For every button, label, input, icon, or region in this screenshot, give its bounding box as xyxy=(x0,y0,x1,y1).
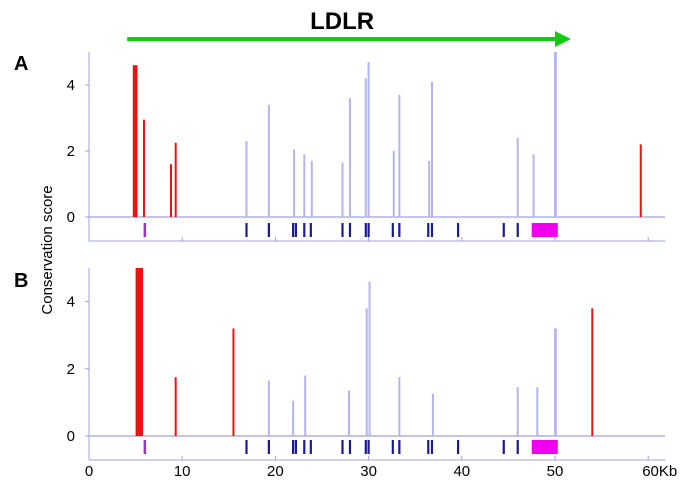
x-tick-label: 40 xyxy=(453,463,470,480)
highlight-bar xyxy=(591,308,594,436)
y-axis-label: Conservation score xyxy=(39,185,56,314)
x-tick-label: 30 xyxy=(360,463,377,480)
exon-mark xyxy=(427,223,430,237)
x-tick-label: 60Kb xyxy=(642,463,677,480)
conserved-bar xyxy=(536,387,539,436)
exon-mark xyxy=(391,440,394,454)
highlight-bar xyxy=(174,377,177,436)
exon-mark xyxy=(456,440,460,454)
highlight-bar xyxy=(142,119,145,217)
exon-mark xyxy=(341,440,344,454)
exon-mark xyxy=(516,223,519,237)
conserved-bar xyxy=(267,380,270,436)
exon-mark xyxy=(430,223,434,237)
conserved-bar xyxy=(554,52,557,217)
exon-mark xyxy=(303,223,306,237)
y-tick-label: 2 xyxy=(67,143,75,160)
y-tick-label: 4 xyxy=(67,77,75,94)
exon-mark xyxy=(398,440,401,454)
exon-mark xyxy=(430,440,434,454)
gene-label: LDLR xyxy=(310,8,374,35)
conserved-bar xyxy=(532,154,535,217)
exon-mark xyxy=(364,440,367,454)
exon-mark xyxy=(294,223,298,237)
exon-mark xyxy=(398,223,401,237)
x-tick-label: 20 xyxy=(267,463,284,480)
conserved-bar xyxy=(348,98,351,217)
highlight-bar xyxy=(232,328,235,436)
y-tick-label: 2 xyxy=(67,361,75,378)
panel-a: A 0 2 4 xyxy=(14,52,665,242)
exon-mark xyxy=(294,440,298,454)
conserved-bar xyxy=(364,78,367,218)
y-tick-label: 0 xyxy=(67,428,75,445)
exon-mark xyxy=(391,223,394,237)
conserved-bar xyxy=(365,308,368,436)
panel-letter: A xyxy=(14,53,28,75)
exon-mark xyxy=(309,440,312,454)
exon-mark xyxy=(245,223,248,237)
conserved-bar xyxy=(341,162,344,217)
exon-mark xyxy=(364,223,367,237)
conserved-bar xyxy=(245,141,248,217)
exon-mark xyxy=(292,440,295,454)
exon-mark xyxy=(309,223,312,237)
y-tick-label: 4 xyxy=(67,294,75,311)
x-tick-label: 50 xyxy=(547,463,564,480)
conserved-bar xyxy=(267,104,270,217)
exon-mark xyxy=(348,440,352,454)
highlight-bar xyxy=(170,164,173,217)
conserved-bar xyxy=(348,390,351,436)
conserved-bar xyxy=(398,377,401,436)
conserved-bar xyxy=(304,375,307,436)
exon-mark xyxy=(427,440,430,454)
conserved-bar xyxy=(293,149,296,217)
conserved-bar xyxy=(310,160,313,217)
panel-letter: B xyxy=(14,270,28,292)
conserved-bar xyxy=(516,387,519,436)
highlight-bar xyxy=(174,142,177,217)
exon-mark xyxy=(348,223,352,237)
highlight-bar xyxy=(132,65,138,217)
exon-mark xyxy=(267,440,270,454)
conserved-bar xyxy=(431,394,434,436)
conserved-bar xyxy=(292,400,295,436)
conserved-bar xyxy=(398,94,401,217)
exon-mark xyxy=(267,223,270,237)
exon-mark xyxy=(367,223,370,237)
exon-mark xyxy=(367,440,370,454)
exon-mark xyxy=(303,440,306,454)
highlight-bar xyxy=(639,144,642,217)
exon-mark xyxy=(502,223,505,237)
conserved-bar xyxy=(303,154,306,217)
conserved-bar xyxy=(392,151,395,217)
conserved-bar xyxy=(516,137,519,217)
panel-b: B 0 2 4 xyxy=(14,268,665,461)
exon-mark xyxy=(292,223,295,237)
start-marker xyxy=(143,440,147,454)
highlight-bar xyxy=(135,268,144,436)
y-tick-label: 0 xyxy=(67,209,75,226)
exon-mark xyxy=(502,440,505,454)
conserved-bar xyxy=(554,328,557,436)
utr-block xyxy=(531,440,558,454)
utr-block xyxy=(531,223,558,237)
conserved-bar xyxy=(368,281,371,436)
start-marker xyxy=(143,223,147,237)
x-tick-label: 10 xyxy=(174,463,191,480)
exon-mark xyxy=(341,223,344,237)
conserved-bar xyxy=(430,81,433,217)
conserved-bar xyxy=(428,160,431,217)
exon-mark xyxy=(245,440,248,454)
x-tick-label: 0 xyxy=(85,463,93,480)
exon-mark xyxy=(516,440,519,454)
exon-mark xyxy=(456,223,460,237)
conserved-bar xyxy=(367,61,370,218)
gene-arrow-head xyxy=(554,31,571,47)
